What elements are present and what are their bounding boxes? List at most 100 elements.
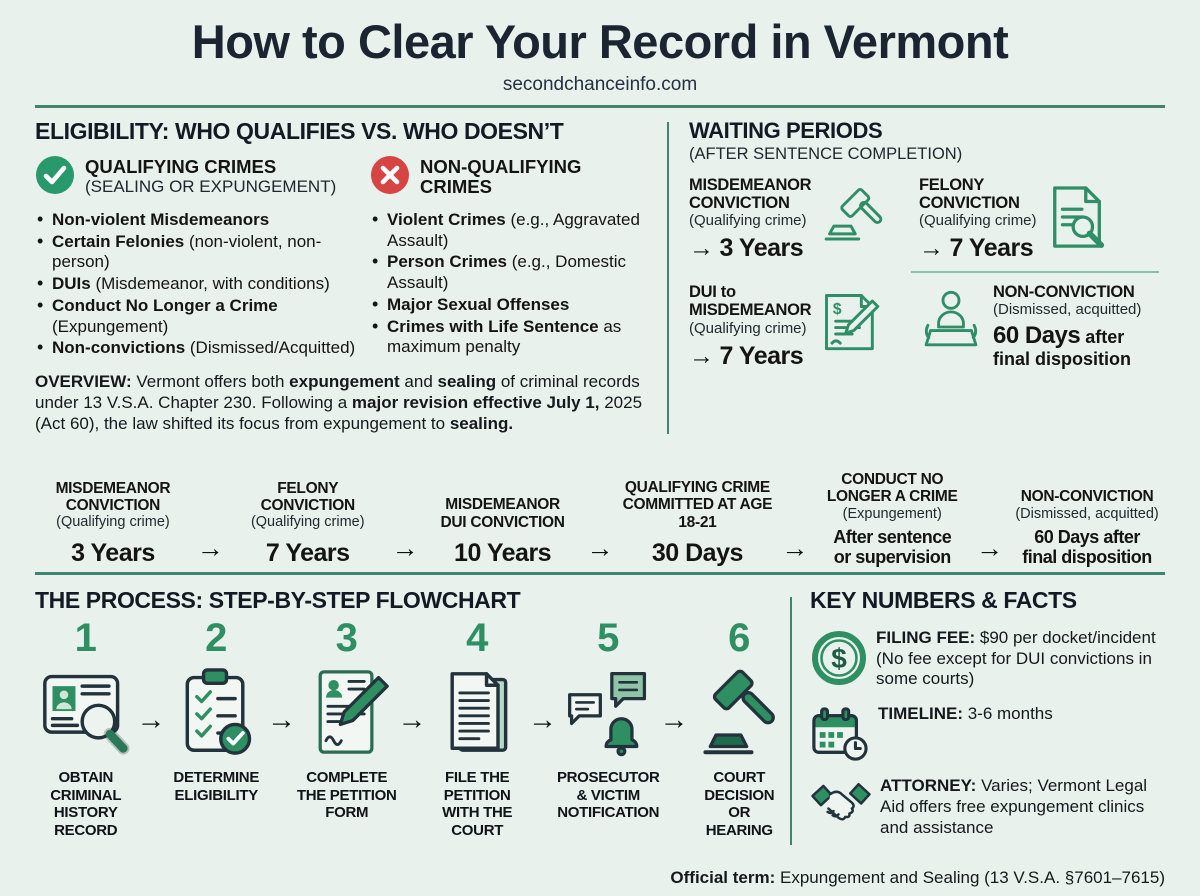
item-bold: Certain Felonies [52, 231, 185, 251]
step-label: OBTAIN CRIMINAL HISTORY RECORD [50, 769, 122, 840]
timeline-note: (Dismissed, acquitted) [1015, 505, 1159, 522]
list-item: Person Crimes (e.g., Domestic Assault) [370, 251, 650, 293]
eligibility-columns: QUALIFYING CRIMES (SEALING OR EXPUNGEMEN… [35, 155, 653, 360]
wp-note: (Dismissed, acquitted) [993, 301, 1142, 319]
list-item: Certain Felonies (non-violent, non-perso… [35, 231, 370, 273]
process-section: THE PROCESS: STEP-BY-STEP FLOWCHART 1 [35, 587, 790, 861]
wp-value-text: 60 Days [993, 322, 1081, 350]
timeline-item: MISDEMEANOR DUI CONVICTION 10 Years [425, 496, 581, 568]
wp-text: DUI to MISDEMEANOR (Qualifying crime) → 7… [689, 283, 812, 370]
step-number: 6 [728, 616, 751, 660]
fact-label: FILING FEE: [876, 628, 976, 647]
handshake-icon [810, 778, 872, 824]
list-item: Conduct No Longer a Crime (Expungement) [35, 295, 370, 337]
fact-value: Varies; Vermont Legal Aid offers free ex… [880, 776, 1148, 837]
flow-step-4: 4 FILE THE PETITION WITH THE COURT [426, 616, 527, 840]
section-rule [35, 572, 1165, 575]
svg-text:$: $ [833, 301, 842, 318]
vertical-divider-bottom [790, 597, 792, 845]
fact-row-timeline: TIMELINE: 3-6 months [810, 704, 1165, 762]
footer-label: Official term: [670, 868, 776, 887]
step-label: COMPLETE THE PETITION FORM [296, 769, 397, 822]
fact-row-attorney: ATTORNEY: Varies; Vermont Legal Aid offe… [810, 776, 1165, 838]
step-number: 2 [205, 616, 228, 660]
overview-text: expungement [289, 372, 400, 392]
list-item: Crimes with Life Sentence as maximum pen… [370, 316, 650, 358]
arrow-icon: → [689, 341, 714, 370]
list-item: Major Sexual Offenses [370, 294, 650, 316]
eligibility-heading: ELIGIBILITY: WHO QUALIFIES VS. WHO DOESN… [35, 118, 564, 144]
non-qualifying-header: NON-QUALIFYING CRIMES [370, 155, 650, 200]
item-bold: Non-violent Misdemeanors [52, 210, 270, 229]
document-search-icon [1047, 184, 1109, 257]
qualifying-title: QUALIFYING CRIMES [85, 156, 277, 177]
timeline-value: 10 Years [454, 539, 552, 567]
flow-step-3: 3 COMPLETE THE PETITION FORM [296, 616, 397, 822]
wp-title: MISDEMEANOR CONVICTION [689, 176, 812, 213]
timeline-value: 30 Days [651, 539, 744, 567]
waiting-row-2: DUI to MISDEMEANOR (Qualifying crime) → 7… [689, 283, 1165, 370]
item-bold: Violent Crimes [387, 210, 506, 229]
overview-text: and [399, 372, 438, 392]
wp-title: FELONY CONVICTION [919, 176, 1020, 213]
person-desk-icon [919, 289, 983, 354]
vertical-divider-top [667, 122, 669, 434]
item-bold: Crimes with Life Sentence [387, 316, 599, 336]
id-card-search-icon [40, 664, 132, 760]
wp-cell-misdemeanor: MISDEMEANOR CONVICTION (Qualifying crime… [689, 176, 911, 263]
waiting-rule [911, 271, 1159, 274]
timeline-note: (Qualifying crime) [250, 514, 365, 531]
timeline-note: (Expungement) [842, 505, 942, 522]
gavel-icon [821, 184, 893, 251]
timeline-item: CONDUCT NO LONGER A CRIME (Expungement) … [814, 471, 970, 568]
form-pen-icon [303, 664, 391, 760]
timeline-value: 3 Years [71, 539, 155, 567]
flow-step-2: 2 DETE [165, 616, 266, 804]
page-title: How to Clear Your Record in Vermont [191, 15, 1009, 68]
flow-step-1: 1 OBTA [35, 616, 136, 840]
timeline-row: MISDEMEANOR CONVICTION (Qualifying crime… [0, 442, 1200, 568]
process-heading: THE PROCESS: STEP-BY-STEP FLOWCHART [35, 587, 521, 613]
header: How to Clear Your Record in Vermont seco… [0, 0, 1200, 96]
arrow-icon: → [391, 533, 419, 563]
qualifying-titles: QUALIFYING CRIMES (SEALING OR EXPUNGEMEN… [85, 155, 336, 197]
wp-title: NON-CONVICTION [993, 283, 1135, 302]
keyfacts-section: KEY NUMBERS & FACTS $ FILING FEE: $90 pe… [792, 587, 1165, 861]
overview-text: of criminal records under 13 V.S.A. Chap… [35, 372, 640, 413]
step-label: PROSECUTOR & VICTIM NOTIFICATION [556, 769, 660, 822]
arrow-icon: → [659, 704, 689, 736]
item-rest: (Misdemeanor, with conditions) [90, 274, 330, 294]
list-item: DUIs (Misdemeanor, with conditions) [35, 273, 370, 295]
overview-paragraph: OVERVIEW: Vermont offers both expungemen… [35, 371, 653, 434]
item-rest: (Dismissed/Acquitted) [185, 338, 356, 358]
top-section: ELIGIBILITY: WHO QUALIFIES VS. WHO DOESN… [0, 108, 1200, 442]
eligibility-section: ELIGIBILITY: WHO QUALIFIES VS. WHO DOESN… [35, 118, 667, 442]
overview-text: sealing. [449, 414, 514, 434]
arrow-icon: → [397, 704, 427, 736]
item-rest: (Expungement) [52, 316, 169, 336]
step-label: DETERMINE ELIGIBILITY [173, 769, 260, 804]
fact-label: ATTORNEY: [880, 776, 977, 796]
list-item: Non-violent Misdemeanors [35, 209, 370, 231]
fact-text: FILING FEE: $90 per docket/incident (No … [868, 628, 1165, 690]
timeline-title: QUALIFYING CRIME COMMITTED AT AGE 18-21 [622, 478, 773, 531]
timeline-item: FELONY CONVICTION (Qualifying crime) 7 Y… [230, 480, 386, 568]
site-url: secondchanceinfo.com [502, 74, 698, 95]
qualifying-header: QUALIFYING CRIMES (SEALING OR EXPUNGEMEN… [35, 155, 370, 200]
dollar-document-icon: $ [821, 291, 887, 360]
wp-value: → 7 Years [919, 234, 1037, 263]
wp-value-text: 7 Years [719, 341, 804, 370]
non-qualifying-title: NON-QUALIFYING CRIMES [420, 156, 582, 198]
qualifying-list: Non-violent Misdemeanors Certain Felonie… [35, 209, 370, 359]
arrow-icon: → [196, 533, 224, 563]
wp-cell-felony: FELONY CONVICTION (Qualifying crime) → 7 … [911, 176, 1165, 263]
fact-label: TIMELINE: [878, 704, 963, 724]
arrow-icon: → [136, 704, 166, 736]
calendar-clock-icon [810, 706, 870, 762]
footer-text: Expungement and Sealing (13 V.S.A. §7601… [775, 868, 1165, 887]
notification-icon [562, 664, 654, 760]
waiting-periods-section: WAITING PERIODS (AFTER SENTENCE COMPLETI… [669, 118, 1165, 442]
item-bold: Person Crimes [387, 252, 507, 272]
arrow-icon: → [586, 533, 614, 563]
